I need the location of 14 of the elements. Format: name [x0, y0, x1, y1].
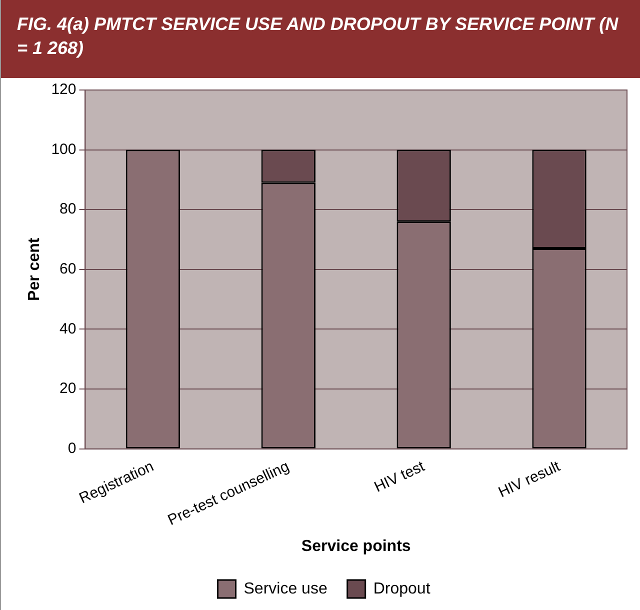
y-tick-label: 0: [68, 440, 76, 457]
y-tick-label: 100: [51, 140, 76, 158]
y-tick-label: 80: [60, 200, 76, 218]
legend-label: Service use: [244, 580, 328, 598]
y-tick-label: 60: [60, 260, 76, 278]
y-tick-label: 120: [51, 81, 76, 98]
y-tick-label: 20: [60, 380, 76, 398]
legend-label: Dropout: [373, 580, 431, 598]
y-tick-label: 40: [60, 320, 76, 338]
x-tick-label: HIV result: [496, 458, 564, 502]
x-axis-title: Service points: [301, 538, 411, 555]
chart-title: FIG. 4(a) PMTCT SERVICE USE AND DROPOUT BY SERVICE POINT (N = 1 268): [1, 0, 640, 78]
x-tick-label: HIV test: [372, 458, 428, 496]
y-axis-title: Per cent: [26, 237, 44, 301]
